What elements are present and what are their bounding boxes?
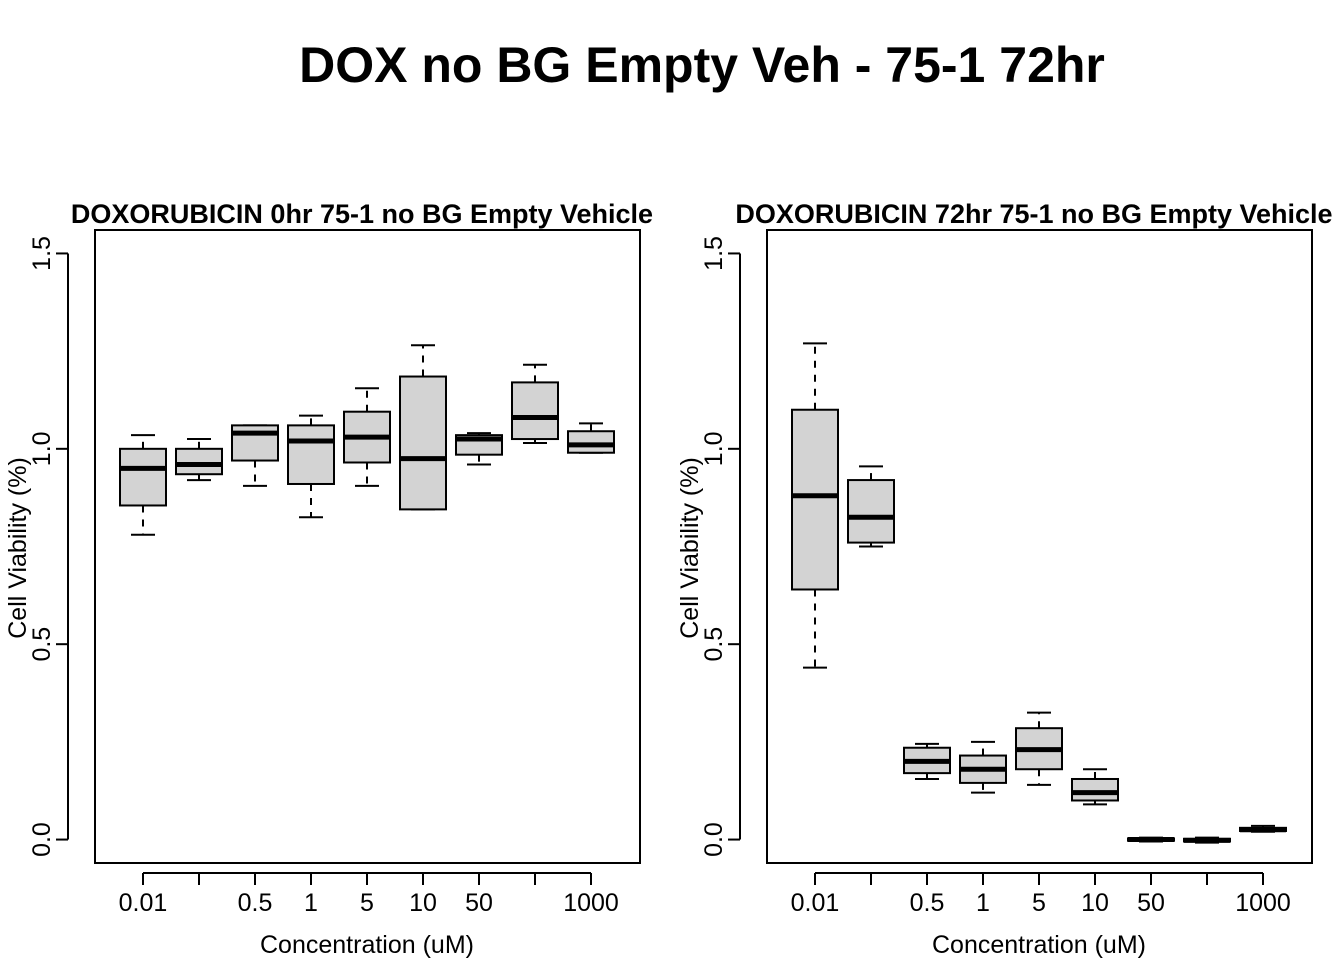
x-tick-label-72hr: 5 [1032, 889, 1046, 917]
x-tick-label-0hr: 50 [465, 889, 493, 917]
y-axis-label-72hr: Cell Viability (%) [676, 457, 704, 639]
x-tick-label-0hr: 10 [409, 889, 437, 917]
box-body [567, 430, 615, 454]
box-72hr-1 [959, 740, 1007, 794]
x-tick-label-72hr: 10 [1081, 889, 1109, 917]
y-tick-label-72hr: 1.0 [700, 431, 728, 466]
box-0hr-10 [399, 344, 447, 511]
plot-frame-0hr [94, 229, 641, 864]
x-axis-0hr: 0.01 0.5 1 5 10 50 1000 [119, 872, 619, 917]
y-tick-label-72hr: 0.5 [700, 627, 728, 662]
x-axis-label-0hr: Concentration (uM) [260, 931, 474, 959]
x-axis-72hr: 0.01 0.5 1 5 10 50 1000 [791, 872, 1291, 917]
box-0hr-0.1 [175, 438, 223, 482]
y-tick-label-0hr: 1.0 [28, 431, 56, 466]
box-0hr-1 [287, 414, 335, 519]
y-axis-72hr: 0.0 0.5 1.0 1.5 [700, 236, 741, 857]
boxes-72hr [791, 342, 1287, 844]
x-tick-label-0hr: 1 [304, 889, 318, 917]
panel-72hr: DOXORUBICIN 72hr 75-1 no BG Empty Vehicl… [676, 199, 1333, 959]
box-72hr-0.5 [903, 742, 951, 780]
y-tick-label-72hr: 1.5 [700, 236, 728, 271]
box-body [791, 408, 839, 591]
panel-title-0hr: DOXORUBICIN 0hr 75-1 no BG Empty Vehicle [71, 199, 653, 229]
panel-title-72hr: DOXORUBICIN 72hr 75-1 no BG Empty Vehicl… [735, 199, 1332, 229]
x-tick-label-72hr: 50 [1137, 889, 1165, 917]
y-tick-label-0hr: 0.5 [28, 627, 56, 662]
panel-0hr: DOXORUBICIN 0hr 75-1 no BG Empty Vehicle… [4, 199, 653, 959]
box-body [175, 447, 223, 476]
box-body [511, 381, 559, 441]
x-tick-label-0hr: 0.01 [119, 889, 168, 917]
box-0hr-0.5 [231, 424, 279, 487]
y-tick-label-72hr: 0.0 [700, 822, 728, 857]
box-body [119, 447, 167, 507]
y-axis-0hr: 0.0 0.5 1.0 1.5 [28, 236, 69, 857]
box-body [1071, 777, 1119, 802]
y-tick-label-0hr: 1.5 [28, 236, 56, 271]
x-tick-label-0hr: 5 [360, 889, 374, 917]
box-body [399, 375, 447, 511]
x-tick-label-72hr: 0.5 [910, 889, 945, 917]
box-72hr-10 [1071, 768, 1119, 806]
box-body [287, 424, 335, 485]
box-72hr-1000 [1239, 824, 1287, 833]
x-tick-label-0hr: 0.5 [238, 889, 273, 917]
x-tick-label-72hr: 0.01 [791, 889, 840, 917]
box-body [847, 479, 895, 544]
box-0hr-1000 [567, 422, 615, 454]
box-72hr-0.01 [791, 342, 839, 669]
y-axis-label-0hr: Cell Viability (%) [4, 457, 32, 639]
box-0hr-5 [343, 387, 391, 487]
x-tick-label-72hr: 1 [976, 889, 990, 917]
box-body [231, 424, 279, 462]
box-72hr-50 [1127, 836, 1175, 843]
figure-title: DOX no BG Empty Veh - 75-1 72hr [299, 37, 1105, 93]
x-axis-label-72hr: Concentration (uM) [932, 931, 1146, 959]
x-tick-label-72hr: 1000 [1235, 889, 1291, 917]
box-0hr-0.01 [119, 434, 167, 536]
box-72hr-5 [1015, 711, 1063, 786]
box-0hr-100 [511, 363, 559, 444]
y-tick-label-0hr: 0.0 [28, 822, 56, 857]
box-72hr-100 [1183, 836, 1231, 844]
box-72hr-0.1 [847, 465, 895, 548]
boxes-0hr [119, 344, 615, 536]
plot-frame-72hr [766, 229, 1313, 864]
box-0hr-50 [455, 432, 503, 466]
x-tick-label-0hr: 1000 [563, 889, 619, 917]
